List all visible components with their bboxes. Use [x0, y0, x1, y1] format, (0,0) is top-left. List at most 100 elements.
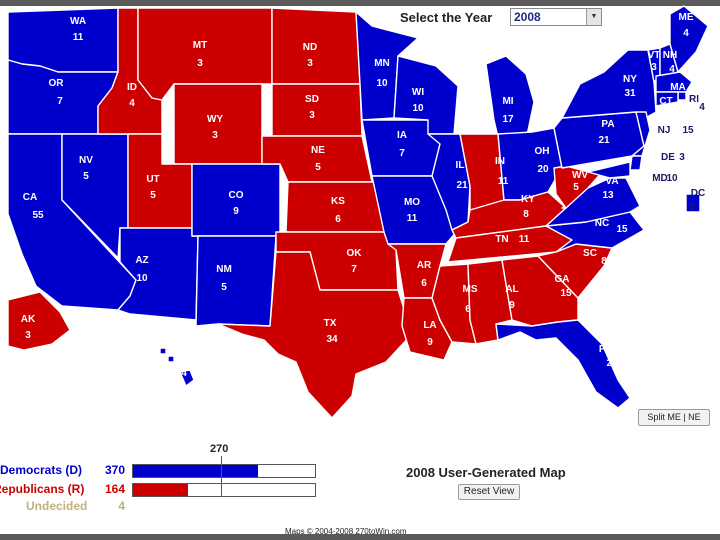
state-label-ut: UT [146, 174, 159, 185]
state-label-nv: NV [79, 155, 93, 166]
state-tx[interactable] [217, 251, 413, 419]
threshold-label: 270 [210, 443, 229, 455]
state-wa[interactable] [7, 7, 119, 73]
state-label-fl: FL [599, 344, 611, 355]
state-votes-sd: 3 [309, 110, 315, 121]
state-label-tx: TX [324, 318, 337, 329]
state-label-de: DE [661, 152, 675, 163]
state-votes-nh: 4 [669, 64, 675, 75]
state-label-ok: OK [347, 248, 363, 259]
reset-view-button[interactable]: Reset View [458, 484, 520, 500]
undecided-count: 4 [118, 499, 125, 513]
state-va[interactable] [545, 177, 641, 227]
state-nm[interactable] [195, 235, 277, 327]
year-dropdown[interactable]: 2008 ▼ [510, 8, 602, 26]
state-votes-id: 4 [129, 98, 135, 109]
state-ny[interactable] [561, 49, 657, 121]
state-votes-wi: 10 [412, 103, 424, 114]
state-label-pa: PA [601, 119, 614, 130]
state-votes-tx: 34 [326, 334, 338, 345]
state-votes-in: 11 [498, 176, 509, 187]
bottom-frame [0, 534, 720, 540]
state-label-sd: SD [305, 94, 319, 105]
state-label-nc: NC [595, 218, 609, 229]
state-label-in: IN [495, 156, 505, 167]
state-sd[interactable] [271, 83, 363, 137]
state-votes-ks: 6 [335, 214, 341, 225]
state-votes-la: 9 [427, 337, 433, 348]
state-de[interactable] [629, 155, 643, 171]
state-votes-ri: 4 [699, 102, 705, 113]
state-oh[interactable] [497, 127, 563, 201]
democrats-label: Democrats (D) [0, 463, 83, 477]
state-votes-pa: 21 [598, 135, 610, 146]
state-votes-or: 7 [57, 96, 63, 107]
state-dc[interactable] [685, 193, 701, 213]
state-votes-al: 9 [509, 300, 515, 311]
state-ma[interactable] [655, 71, 693, 93]
split-me-ne-button[interactable]: Split ME | NE [638, 409, 710, 426]
state-label-md: MD [652, 173, 668, 184]
state-votes-ga: 15 [560, 288, 572, 299]
state-label-ri: RI [689, 94, 699, 105]
state-votes-ak: 3 [25, 330, 31, 341]
state-label-oh: OH [535, 146, 550, 157]
state-ak[interactable] [7, 291, 71, 351]
state-votes-ma: 12 [690, 74, 702, 85]
dropdown-arrow-icon[interactable]: ▼ [586, 9, 601, 25]
democrats-bar-fill [133, 465, 258, 477]
state-votes-ca: 55 [32, 210, 44, 221]
map-title: 2008 User-Generated Map [406, 465, 566, 480]
state-votes-vt: 3 [651, 62, 657, 73]
state-fl[interactable] [495, 319, 631, 409]
state-label-il: IL [456, 160, 465, 171]
state-votes-az: 10 [136, 273, 148, 284]
state-votes-ct: 7 [663, 106, 669, 117]
state-ri[interactable] [677, 91, 687, 101]
state-label-ny: NY [623, 74, 637, 85]
state-votes-wv: 5 [573, 182, 579, 193]
state-votes-ny: 31 [624, 88, 636, 99]
state-votes-me: 4 [683, 28, 689, 39]
state-votes-oh: 20 [537, 164, 549, 175]
state-label-la: LA [423, 320, 436, 331]
state-label-wi: WI [412, 87, 424, 98]
state-votes-nv: 5 [83, 171, 89, 182]
state-votes-mo: 11 [407, 213, 418, 224]
state-votes-ar: 6 [421, 278, 427, 289]
state-label-nj: NJ [658, 125, 671, 136]
threshold-line [221, 456, 222, 497]
state-label-vt: VT [648, 50, 661, 61]
state-label-nh: NH [663, 50, 677, 61]
state-votes-wy: 3 [212, 130, 218, 141]
state-label-wv: WV [572, 170, 588, 181]
state-label-ca: CA [23, 192, 37, 203]
state-hi[interactable] [159, 347, 195, 387]
republicans-bar-track [132, 483, 316, 497]
state-votes-nm: 5 [221, 282, 227, 293]
state-votes-ut: 5 [150, 190, 156, 201]
state-votes-nj: 15 [682, 125, 694, 136]
state-label-ky: KY [521, 194, 535, 205]
state-votes-ne: 5 [315, 162, 321, 173]
state-label-nd: ND [303, 42, 317, 53]
state-az[interactable] [117, 227, 199, 321]
state-label-me: ME [679, 12, 694, 23]
state-md[interactable] [587, 161, 631, 179]
republicans-label: Republicans (R) [0, 482, 85, 496]
state-label-ms: MS [463, 284, 478, 295]
state-ct[interactable] [655, 91, 679, 107]
state-votes-mi: 17 [502, 114, 514, 125]
state-label-mt: MT [193, 40, 207, 51]
democrats-bar-track [132, 464, 316, 478]
state-label-ks: KS [331, 196, 345, 207]
state-mi[interactable] [485, 55, 535, 147]
state-votes-dc: 3 [689, 202, 695, 213]
state-label-ma: MA [670, 82, 686, 93]
state-votes-il: 21 [456, 180, 468, 191]
state-label-tn: TN [495, 234, 508, 245]
state-votes-nc: 15 [616, 224, 628, 235]
state-votes-co: 9 [233, 206, 239, 217]
